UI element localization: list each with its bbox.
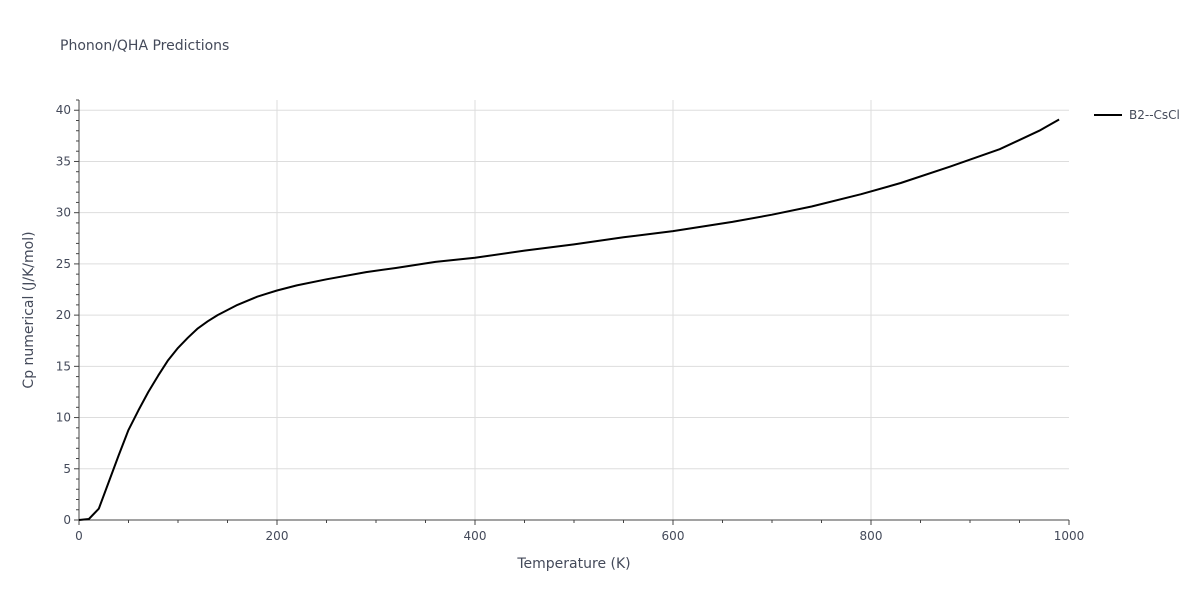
axis-layer: 0 200 400 600 800 1000 0 5 10 15 20 25 30 35 40 bbox=[56, 99, 1085, 543]
legend[interactable]: B2--CsCl bbox=[1094, 108, 1180, 122]
legend-label: B2--CsCl bbox=[1129, 108, 1180, 122]
x-tick-label: 0 bbox=[75, 529, 83, 543]
y-tick-label: 25 bbox=[56, 257, 71, 271]
x-tick-label: 400 bbox=[464, 529, 487, 543]
y-tick-label: 0 bbox=[63, 513, 71, 527]
y-axis-title: Cp numerical (J/K/mol) bbox=[21, 231, 37, 388]
x-tick-label: 800 bbox=[860, 529, 883, 543]
y-tick-label: 10 bbox=[56, 411, 71, 425]
grid-layer bbox=[79, 100, 1069, 520]
y-tick-label: 15 bbox=[56, 359, 71, 373]
y-tick-label: 30 bbox=[56, 206, 71, 220]
y-tick-label: 20 bbox=[56, 308, 71, 322]
x-tick-label: 600 bbox=[662, 529, 685, 543]
y-tick-label: 5 bbox=[63, 462, 71, 476]
y-tick-label: 35 bbox=[56, 154, 71, 168]
series-line-0[interactable] bbox=[78, 118, 1060, 521]
x-axis-title: Temperature (K) bbox=[516, 556, 630, 572]
series-layer bbox=[78, 118, 1060, 521]
y-tick-label: 40 bbox=[56, 103, 71, 117]
x-tick-label: 200 bbox=[266, 529, 289, 543]
x-tick-label: 1000 bbox=[1054, 529, 1085, 543]
chart-title: Phonon/QHA Predictions bbox=[60, 38, 229, 54]
